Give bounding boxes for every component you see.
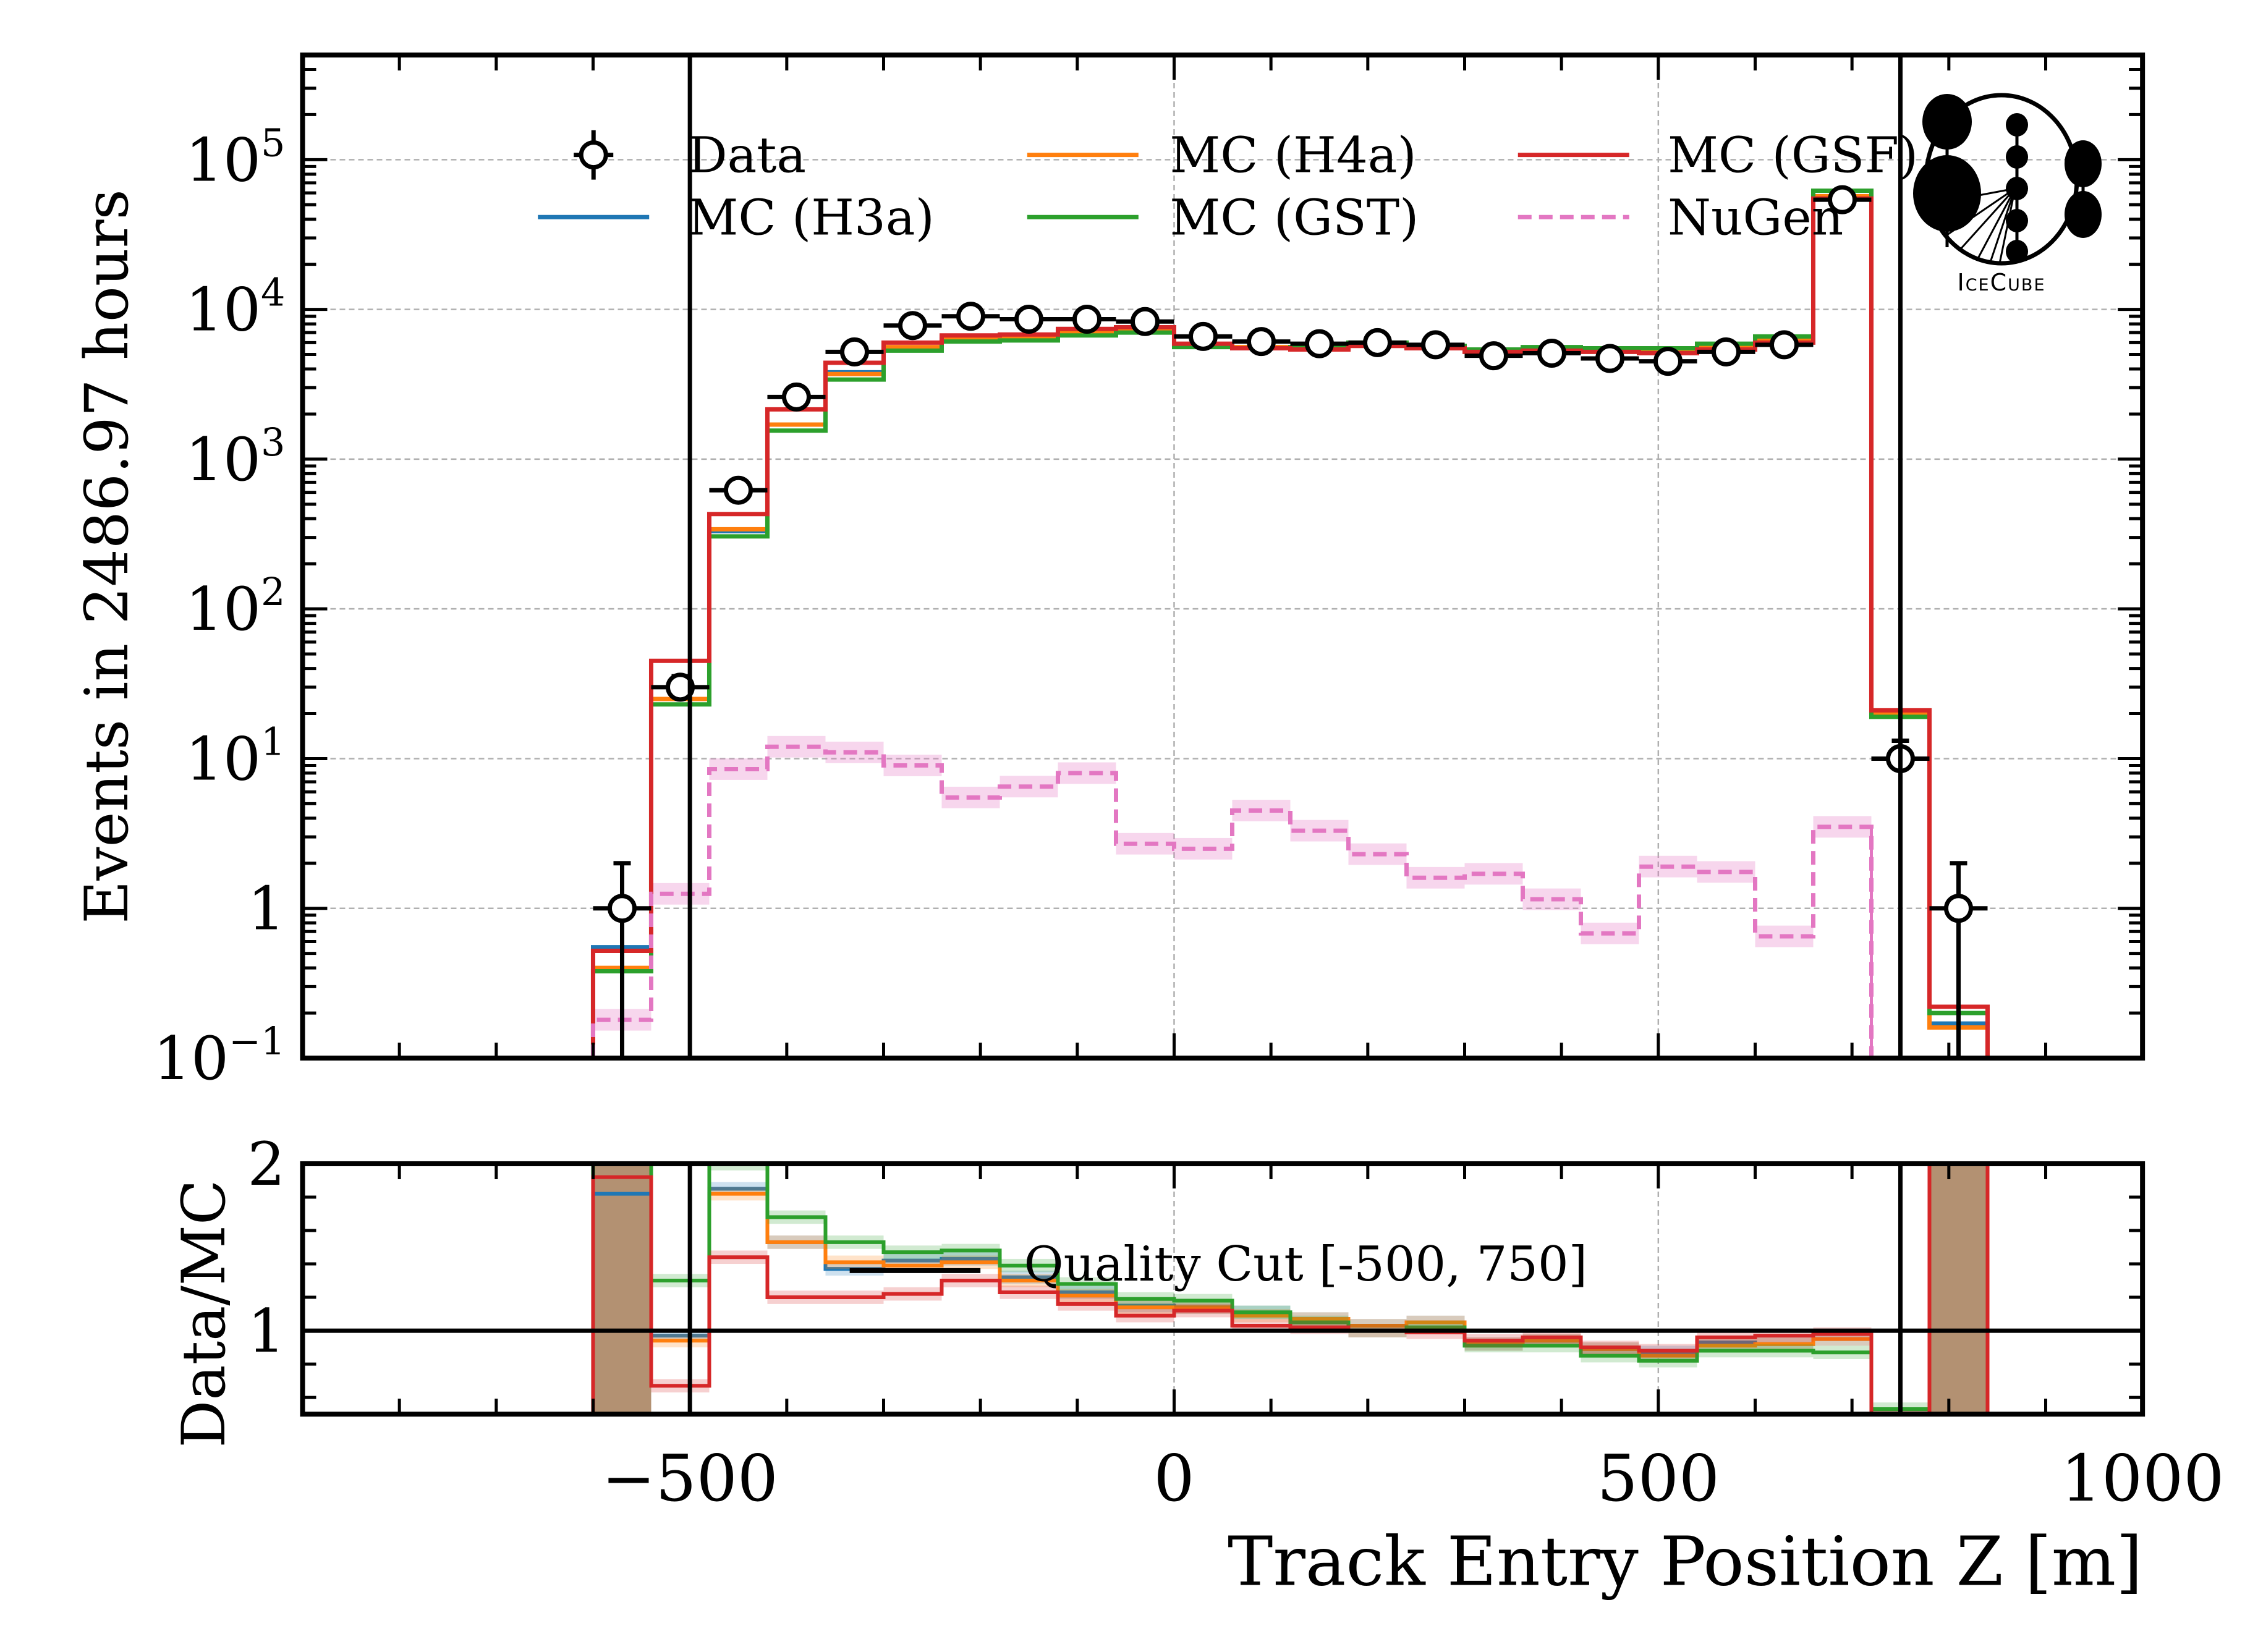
data-marker (898, 311, 927, 341)
data-point (1116, 307, 1174, 336)
x-tick-label: −500 (601, 1441, 778, 1516)
y-tick-label: 104 (185, 270, 286, 345)
y-axis-label-ratio: Data/MC (169, 1179, 239, 1447)
data-point (1755, 330, 1814, 360)
data-point (1232, 327, 1291, 357)
data-point (1581, 344, 1639, 373)
legend-label: Data (687, 127, 806, 184)
nugen-band (883, 755, 942, 776)
legend-item: MC (H3a) (538, 188, 935, 246)
data-point (709, 475, 768, 505)
data-point (1174, 321, 1233, 351)
ratio-mc-gsf- (591, 1161, 1990, 1417)
data-marker (1479, 341, 1508, 371)
legend-label: MC (GST) (1169, 188, 1419, 246)
main-frame (300, 52, 2146, 1061)
data-point (1290, 329, 1349, 358)
data-marker (1072, 304, 1101, 334)
legend-item: Data (574, 127, 806, 184)
labels: Events in 2486.97 hours Data/MC Track En… (72, 189, 2142, 1601)
y-tick-label: 101 (185, 719, 286, 794)
legend-item: NuGen (1517, 188, 1843, 246)
data-point (1464, 341, 1523, 371)
y-tick-label: 105 (185, 120, 286, 195)
main-grid (302, 54, 2143, 1059)
data-point (1929, 861, 1988, 1059)
legend-item: MC (H4a) (1027, 127, 1417, 184)
main-series (590, 188, 1990, 1059)
data-point (1348, 328, 1407, 357)
y-tick-label: 10−1 (153, 1019, 286, 1093)
data-point (1522, 338, 1581, 368)
data-marker (1653, 347, 1683, 376)
x-tick-label: 500 (1597, 1441, 1720, 1516)
ratio-series (302, 1161, 2143, 1417)
legend-label: MC (H3a) (687, 188, 934, 246)
ratio-y-tick-label: 2 (247, 1130, 285, 1199)
data-marker (1304, 329, 1334, 358)
data-point (1697, 337, 1755, 366)
x-axis-label: Track Entry Position Z [m] (1228, 1522, 2142, 1601)
ratio-overflow-band (1929, 1163, 1988, 1415)
data-point (1813, 185, 1872, 214)
data-marker (839, 337, 869, 366)
icecube-logo-text: IceCube (1958, 269, 2046, 296)
data-point (1406, 330, 1465, 360)
ticks: −500 0 500 1000 10−1 1 101 102 103 104 105 1 2 (153, 53, 2225, 1516)
nugen-band (651, 883, 710, 905)
data-marker (1362, 328, 1392, 357)
data-point (593, 861, 652, 1059)
data-point (1000, 304, 1058, 334)
legend-label: MC (GSF) (1668, 127, 1918, 184)
legend-item: MC (GST) (1027, 188, 1419, 246)
legend-item: MC (GSF) (1517, 127, 1918, 184)
axes (300, 52, 2146, 1417)
quality-cut-annotation: Quality Cut [-500, 750] (1024, 1237, 1587, 1292)
legend-marker-icon (579, 140, 608, 170)
y-tick-label: 1 (247, 875, 285, 944)
icecube-logo-icon: IceCube (1913, 93, 2102, 296)
data-marker (607, 894, 637, 923)
ratio-band (709, 1163, 768, 1171)
data-points (593, 185, 1988, 1059)
ratio-overflow-band (593, 1163, 652, 1415)
main-uncertainty-bands (593, 735, 1872, 1031)
data-marker (1014, 304, 1043, 334)
data-point (767, 382, 826, 412)
ratio-y-tick-label: 1 (247, 1297, 285, 1366)
data-marker (1420, 330, 1450, 360)
data-marker (1943, 894, 1973, 923)
data-marker (665, 672, 695, 702)
y-tick-label: 102 (185, 569, 286, 644)
data-marker (1246, 327, 1276, 357)
ratio-frame (300, 1161, 2146, 1417)
data-marker (1537, 338, 1566, 368)
data-marker (1711, 337, 1741, 366)
data-marker (781, 382, 811, 412)
x-tick-label: 0 (1153, 1441, 1194, 1516)
legend-label: NuGen (1668, 188, 1843, 246)
ratio-mc-gst- (591, 1161, 1990, 1415)
y-tick-label: 103 (185, 420, 286, 494)
legend-label: MC (H4a) (1169, 127, 1416, 184)
series-nugen (590, 744, 1874, 1058)
data-marker (1130, 307, 1160, 336)
data-marker (1595, 344, 1624, 373)
x-tick-label: 1000 (2061, 1441, 2225, 1516)
y-axis-label-main: Events in 2486.97 hours (72, 189, 142, 923)
data-point (1058, 304, 1116, 334)
data-point (883, 311, 942, 341)
data-marker (956, 302, 985, 331)
data-point (651, 672, 710, 702)
data-marker (1827, 185, 1857, 214)
data-point (825, 337, 884, 366)
data-marker (723, 475, 753, 505)
nugen-band (1058, 762, 1116, 784)
data-marker (1769, 330, 1799, 360)
data-point (1639, 347, 1697, 376)
data-marker (1188, 321, 1218, 351)
data-point (941, 302, 1000, 331)
